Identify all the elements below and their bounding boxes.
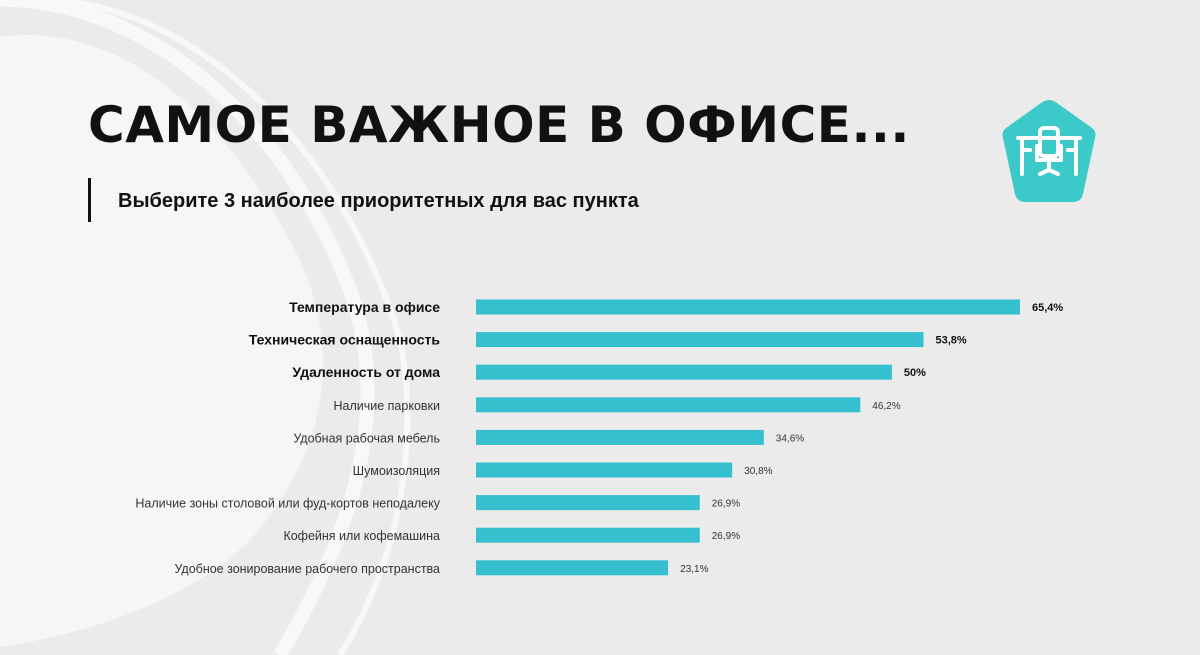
bar-2 <box>476 364 892 380</box>
value-label-2: 50% <box>904 367 926 379</box>
category-label-0: Температура в офисе <box>289 299 440 315</box>
category-label-6: Наличие зоны столовой или фуд-кортов неп… <box>135 497 440 511</box>
page-subtitle: Выберите 3 наиболее приоритетных для вас… <box>118 190 639 212</box>
bar-6 <box>476 495 700 511</box>
value-label-5: 30,8% <box>744 466 772 477</box>
value-label-3: 46,2% <box>872 401 900 412</box>
bar-3 <box>476 397 861 413</box>
bar-0 <box>476 299 1020 315</box>
bar-1 <box>476 332 924 348</box>
bar-7 <box>476 527 700 543</box>
page-title: САМОЕ ВАЖНОЕ В ОФИСЕ... <box>88 96 910 154</box>
value-label-4: 34,6% <box>776 433 804 444</box>
category-label-2: Удаленность от дома <box>292 364 440 380</box>
category-label-3: Наличие парковки <box>333 399 440 413</box>
category-label-8: Удобное зонирование рабочего пространств… <box>174 562 440 576</box>
category-label-7: Кофейня или кофемашина <box>283 529 440 543</box>
office-desk-chair-icon <box>1002 100 1096 202</box>
category-label-4: Удобная рабочая мебель <box>293 431 440 445</box>
value-label-1: 53,8% <box>936 335 967 347</box>
category-label-5: Шумоизоляция <box>353 464 440 478</box>
value-label-8: 23,1% <box>680 564 708 575</box>
value-label-7: 26,9% <box>712 531 740 542</box>
category-label-1: Техническая оснащенность <box>249 332 441 348</box>
bar-8 <box>476 560 669 576</box>
value-label-6: 26,9% <box>712 499 740 510</box>
bar-5 <box>476 462 733 478</box>
bar-4 <box>476 429 764 445</box>
subtitle-divider <box>88 178 91 222</box>
value-label-0: 65,4% <box>1032 302 1063 314</box>
